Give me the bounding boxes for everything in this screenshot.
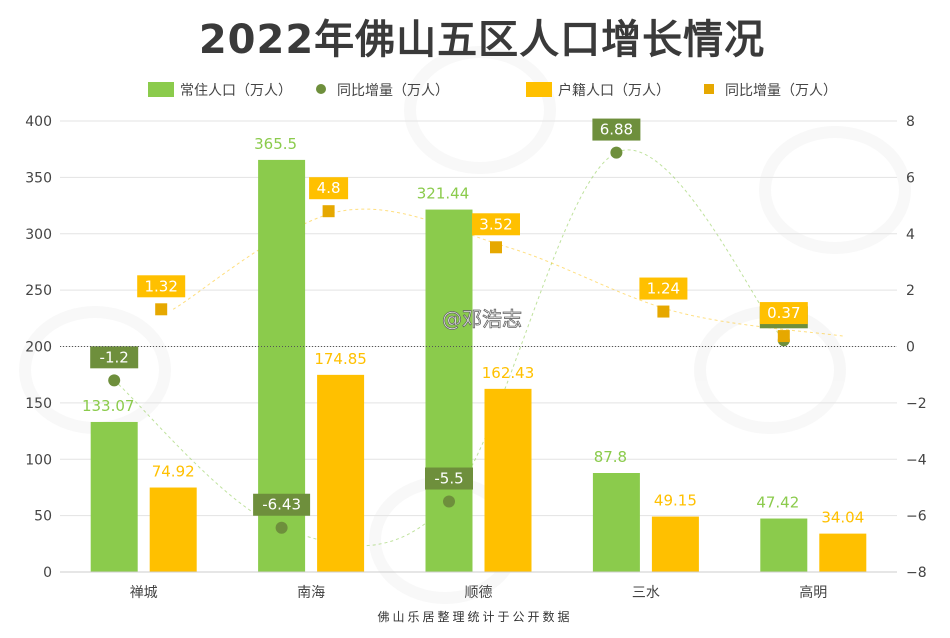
bar-resident [425,209,473,572]
bar-resident [592,473,640,572]
bar-resident [760,518,808,572]
label-layer: 133.07 74.92 -1.2 1.32 365.5 174.85 -6.43 4.8 32… [82,118,864,527]
bar-hukou [317,374,365,572]
bar-value-label-resident: 87.8 [594,448,627,466]
bar-value-label-hukou: 74.92 [152,463,195,481]
y-right-tick-label: 0 [906,340,915,356]
bar-hukou [651,516,699,572]
y-right-tick-label: 6 [906,170,915,186]
y-left-tick-label: 50 [34,509,52,525]
marker-resident-change [443,495,455,508]
bar-value-label-hukou: 174.85 [314,350,367,368]
x-tick-label: 禅城 [130,585,158,601]
watermark-handle: @邓浩志 [442,307,522,331]
x-tick-label: 高明 [799,584,827,601]
tag-label-resident-change: 6.88 [600,121,633,139]
legend-swatch-hukou [526,82,552,97]
tag-bg-hukou-change [759,302,808,325]
grid-layer [60,120,897,517]
tag-bg-hukou-change [309,177,349,200]
tag-bg-resident-change [592,118,641,141]
marker-hukou-change [322,205,335,218]
y-left-tick-label: 300 [25,227,52,243]
y-right-tick-label: 2 [906,283,915,299]
tag-label-resident-change: -6.43 [262,496,301,514]
hukou-change-trend [172,208,843,337]
bar-value-label-resident: 321.44 [417,185,470,203]
marker-layer [108,146,790,534]
tag-bg-resident-change [253,493,311,516]
legend: 常住人口（万人） 同比增量（万人） 户籍人口（万人） 同比增量（万人） [148,82,837,99]
tag-label-hukou-change: 0.37 [767,304,800,322]
bar-value-label-resident: 365.5 [254,135,297,153]
tag-bg-hukou-change [639,277,688,300]
y-right-tick-label: −8 [906,565,927,581]
marker-hukou-change [155,303,168,316]
legend-label-resident-change: 同比增量（万人） [337,83,449,99]
tag-bg-resident-change [90,346,139,369]
axis-layer: 0 50 100 150 200 250 300 350 400 −8 −6 −4 −2 0 2 4 6 8 禅城 南… [25,114,926,601]
bar-value-label-hukou: 34.04 [821,509,864,527]
legend-marker-resident-change [316,84,326,94]
tag-label-resident-change: -1.2 [100,348,129,366]
tag-label-hukou-change: 3.52 [479,215,512,233]
tag-bg-hukou-change [137,275,186,298]
tag-label-hukou-change: 1.24 [647,280,680,298]
y-left-tick-label: 0 [43,565,52,581]
tag-bg-resident-change [425,467,473,490]
legend-label-hukou: 户籍人口（万人） [558,82,670,99]
bar-value-label-hukou: 162.43 [482,364,535,382]
x-tick-label: 三水 [632,585,660,601]
bar-value-label-resident: 47.42 [756,494,799,512]
marker-resident-change [108,374,121,387]
y-left-tick-label: 350 [25,170,52,186]
y-left-tick-label: 150 [25,396,52,412]
bar-hukou [149,487,197,572]
legend-label-resident: 常住人口（万人） [180,83,292,99]
y-left-tick-label: 200 [25,340,52,356]
y-left-tick-label: 250 [25,283,52,299]
x-tick-label: 南海 [297,585,325,601]
y-right-tick-label: −2 [906,396,927,412]
marker-hukou-change [490,241,502,254]
bar-hukou [484,388,532,572]
marker-hukou-change [657,305,670,318]
source-note: 佛山乐居整理统计于公开数据 [377,609,572,624]
tag-label-resident-change: -5.5 [434,470,463,488]
y-right-tick-label: −6 [906,509,927,525]
bar-value-label-resident: 133.07 [82,397,135,415]
marker-resident-change [275,521,288,534]
legend-marker-hukou-change [704,84,714,94]
tag-label-hukou-change: 4.8 [317,179,341,197]
x-tick-label: 顺德 [465,585,493,601]
bar-value-label-hukou: 49.15 [654,492,697,510]
y-left-tick-label: 400 [25,114,52,130]
y-right-tick-label: −4 [906,452,927,468]
y-right-tick-label: 4 [906,227,915,243]
trend-curves [113,149,843,547]
resident-change-trend [113,149,785,547]
y-right-tick-label: 8 [906,114,915,130]
bar-hukou [819,533,867,572]
tag-label-hukou-change: 1.32 [144,277,177,295]
legend-swatch-resident [148,82,174,97]
marker-resident-change [610,146,623,159]
marker-hukou-change [777,330,790,343]
y-left-tick-label: 100 [25,452,52,468]
chart-title: 2022年佛山五区人口增长情况 [199,17,765,63]
legend-label-hukou-change: 同比增量（万人） [725,83,837,99]
tag-bg-hukou-change [472,213,520,236]
bar-resident [90,421,138,572]
